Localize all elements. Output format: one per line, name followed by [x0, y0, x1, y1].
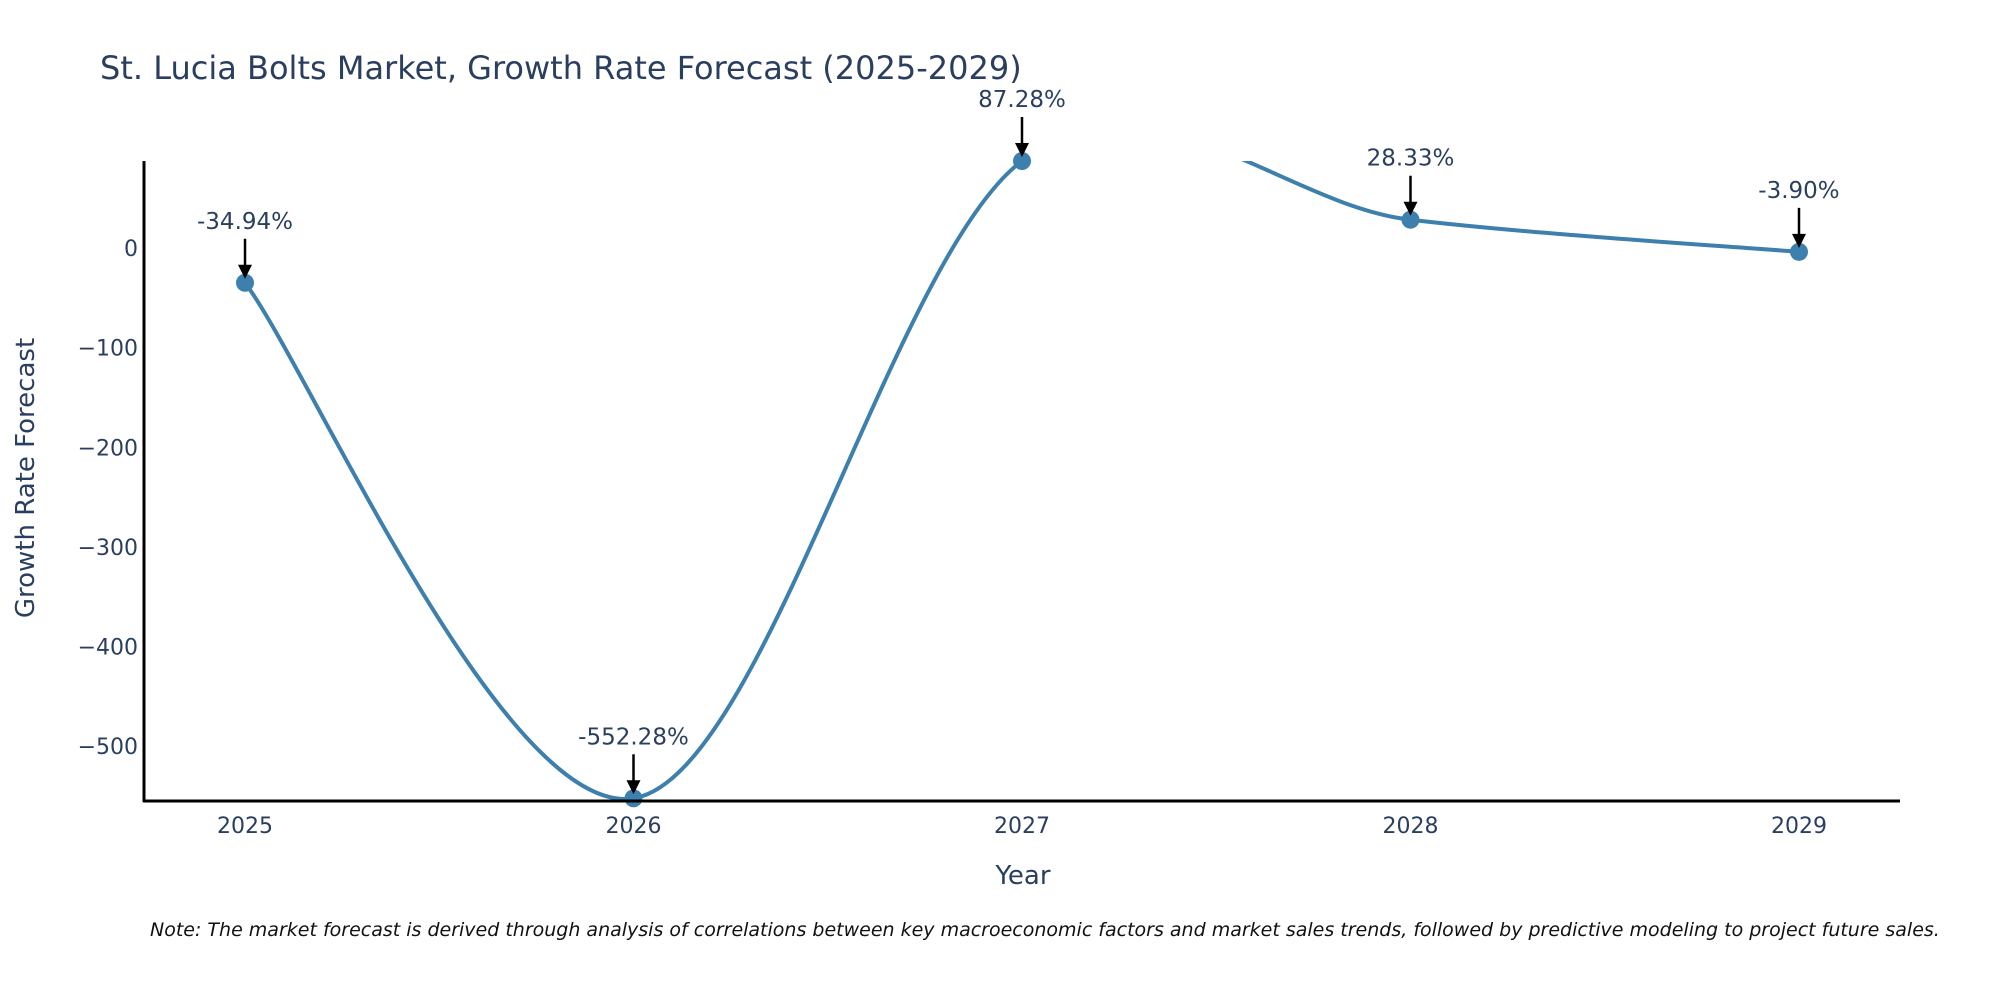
marker-layer: [236, 152, 1808, 808]
annotation-arrow-head: [626, 780, 641, 795]
data-point[interactable]: [1401, 210, 1420, 229]
y-tick-label: −300: [78, 536, 138, 561]
annotation-arrow-head: [1015, 143, 1029, 157]
data-point[interactable]: [1013, 152, 1031, 170]
data-point[interactable]: [236, 273, 255, 292]
data-point[interactable]: [624, 789, 643, 808]
y-tick-labels: 0 −100 −200 −300 −400 −500: [78, 237, 138, 760]
data-point[interactable]: [1789, 242, 1808, 261]
data-label: -552.28%: [578, 724, 689, 750]
x-tick-label: 2027: [994, 814, 1050, 839]
data-label: 87.28%: [978, 87, 1066, 113]
y-tick-label: −200: [78, 436, 138, 461]
y-tick-label: −100: [78, 337, 138, 362]
annotation-arrow-head: [1791, 233, 1806, 248]
data-label: -34.94%: [197, 209, 293, 235]
x-tick-labels: 2025 2026 2027 2028 2029: [217, 814, 1827, 839]
x-tick-label: 2026: [606, 814, 662, 839]
y-tick-label: −500: [78, 735, 138, 760]
y-tick-label: 0: [124, 237, 138, 262]
x-tick-label: 2025: [217, 814, 273, 839]
annotation-arrow-head: [1403, 201, 1418, 216]
annotation-layer: -34.94% -552.28% 87.28% 28.33% -3.90%: [197, 87, 1840, 795]
y-tick-label: −400: [78, 636, 138, 661]
data-label: 28.33%: [1367, 146, 1455, 172]
footnote: Note: The market forecast is derived thr…: [150, 919, 1940, 941]
y-axis-title: Growth Rate Forecast: [11, 338, 41, 618]
x-tick-label: 2028: [1382, 814, 1438, 839]
chart-title: St. Lucia Bolts Market, Growth Rate Fore…: [100, 49, 1022, 87]
x-axis-title: Year: [994, 861, 1050, 891]
series-layer: [243, 161, 1800, 801]
x-tick-label: 2029: [1771, 814, 1827, 839]
data-label: -3.90%: [1758, 178, 1839, 204]
series-line: [243, 161, 1800, 801]
annotation-arrow-head: [238, 264, 253, 279]
